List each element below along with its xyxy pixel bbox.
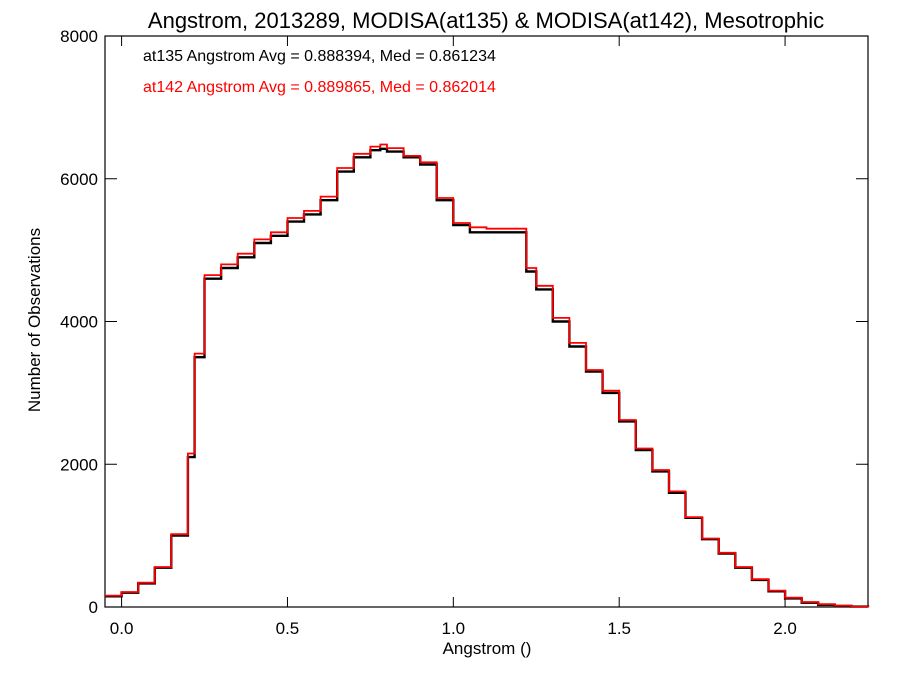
x-tick-label: 2.0 bbox=[773, 619, 797, 638]
x-tick-label: 1.5 bbox=[607, 619, 631, 638]
y-tick-label: 4000 bbox=[60, 313, 98, 332]
chart-title: Angstrom, 2013289, MODISA(at135) & MODIS… bbox=[148, 8, 824, 33]
y-tick-label: 8000 bbox=[60, 27, 98, 46]
y-tick-label: 0 bbox=[89, 598, 98, 617]
x-tick-label: 0.0 bbox=[110, 619, 134, 638]
y-tick-label: 2000 bbox=[60, 455, 98, 474]
series-line-at142 bbox=[105, 143, 869, 608]
x-tick-label: 0.5 bbox=[276, 619, 300, 638]
y-axis-label: Number of Observations bbox=[25, 228, 44, 412]
x-axis-label: Angstrom () bbox=[443, 639, 532, 658]
x-tick-label: 1.0 bbox=[442, 619, 466, 638]
plot-area: 0.0 0.5 1.0 1.5 2.0 0 2000 4000 6000 8000 bbox=[60, 27, 870, 638]
annotation-at142: at142 Angstrom Avg = 0.889865, Med = 0.8… bbox=[143, 79, 496, 96]
annotation-at135: at135 Angstrom Avg = 0.888394, Med = 0.8… bbox=[143, 48, 496, 65]
y-tick-label: 6000 bbox=[60, 170, 98, 189]
